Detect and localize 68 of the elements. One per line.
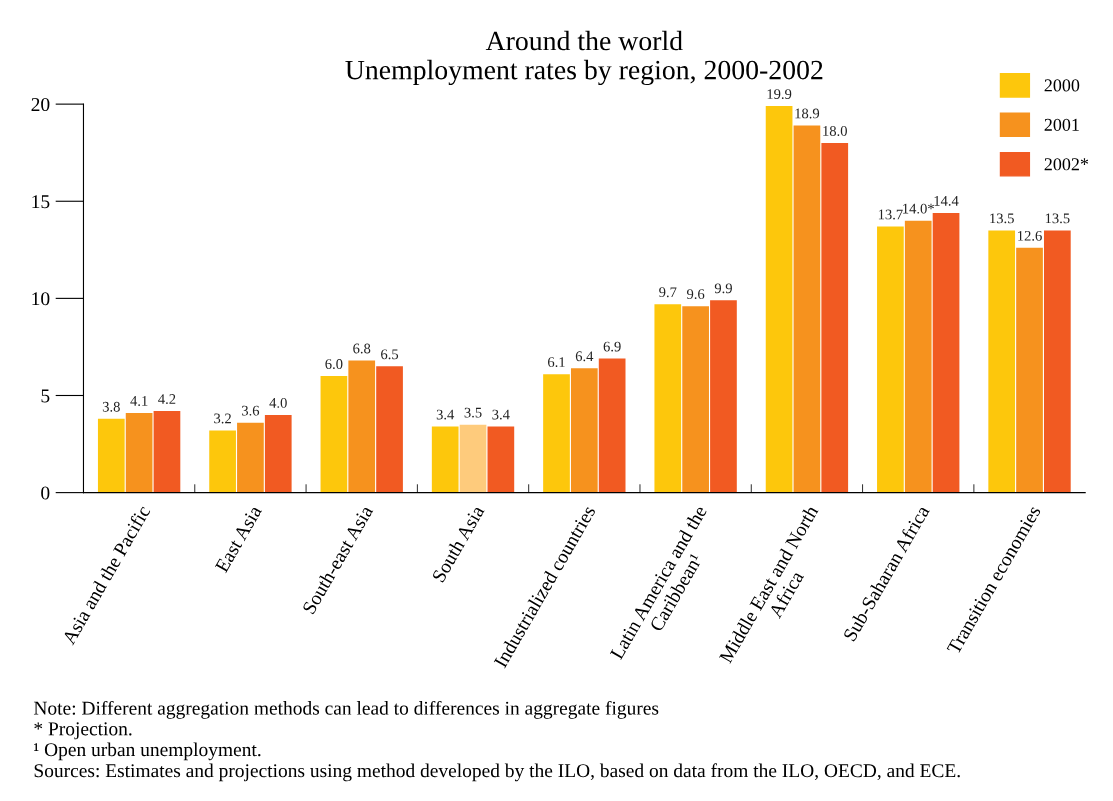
data-label: 6.9 <box>603 341 621 352</box>
bar <box>376 366 403 493</box>
y-tick-label: 20 <box>31 97 50 112</box>
y-tick-label: 15 <box>32 195 50 209</box>
chart-title: Around the world Unemployment rates by region, 2000-2002 <box>345 30 823 86</box>
bar <box>320 376 348 493</box>
bar <box>125 412 153 493</box>
bar <box>765 106 793 493</box>
bar <box>487 426 515 493</box>
data-label: 6.4 <box>575 351 594 362</box>
data-label: 13.7 <box>878 209 903 220</box>
data-label: 6.5 <box>381 349 399 360</box>
bar <box>877 226 904 493</box>
data-label: 6.0 <box>325 359 343 369</box>
bar <box>209 430 236 493</box>
bar <box>1043 230 1071 493</box>
data-label: 18.0 <box>823 126 847 136</box>
data-label: 4.1 <box>130 396 148 406</box>
bar <box>710 300 737 493</box>
data-label: 3.8 <box>102 401 120 412</box>
bar <box>598 358 626 493</box>
y-tick-label: 5 <box>41 389 50 403</box>
data-label: 6.8 <box>353 343 371 354</box>
source-note: Sources: Estimates and projections using method developed by the ILO, based on data from the ILO, OECD, and ECE. <box>34 763 960 782</box>
text: * Projection. <box>34 722 132 740</box>
data-label: 14.4 <box>934 196 959 206</box>
text: Note: Different aggregation methods can lead to differences in aggregate figures <box>33 700 659 719</box>
data-label: 4.0 <box>269 397 287 408</box>
bar <box>932 212 960 493</box>
legend-label: 2002* <box>1044 158 1089 171</box>
data-label: 6.1 <box>548 357 565 368</box>
x-tick-label: East Asia <box>214 504 263 574</box>
bar <box>264 414 292 493</box>
bar <box>348 360 376 493</box>
bar <box>153 411 181 493</box>
data-label: 14.0* <box>903 203 934 214</box>
y-tick-label: 10 <box>32 292 50 306</box>
data-label: 3.6 <box>242 405 260 416</box>
bar <box>97 418 125 493</box>
bar <box>654 304 682 493</box>
data-label: 9.6 <box>686 289 705 300</box>
bar <box>570 368 598 493</box>
data-label: 13.5 <box>990 213 1014 224</box>
y-tick-label: 0 <box>41 486 50 500</box>
data-label: 9.9 <box>714 283 732 294</box>
data-label: 19.9 <box>767 89 792 100</box>
legend-label: 2000 <box>1044 79 1080 92</box>
bar <box>904 220 932 493</box>
bar <box>459 424 487 493</box>
data-label: 3.2 <box>214 413 231 424</box>
bar <box>237 422 264 493</box>
bar <box>682 306 709 493</box>
bar <box>988 230 1016 493</box>
bar <box>821 142 849 493</box>
bar <box>1016 247 1043 493</box>
data-label: 12.6 <box>1018 230 1042 241</box>
data-label: 4.2 <box>158 394 176 404</box>
text: ¹ Open urban unemployment. <box>34 742 261 761</box>
data-label: 3.4 <box>492 409 510 420</box>
data-label: 3.4 <box>436 409 455 420</box>
data-label: 9.7 <box>659 287 677 298</box>
bar <box>431 426 459 493</box>
bar <box>543 374 570 493</box>
data-label: 3.5 <box>464 407 482 418</box>
bar <box>793 125 821 493</box>
legend-label: 2001 <box>1044 118 1079 131</box>
data-label: 18.9 <box>795 108 820 119</box>
data-label: 13.5 <box>1045 213 1070 224</box>
